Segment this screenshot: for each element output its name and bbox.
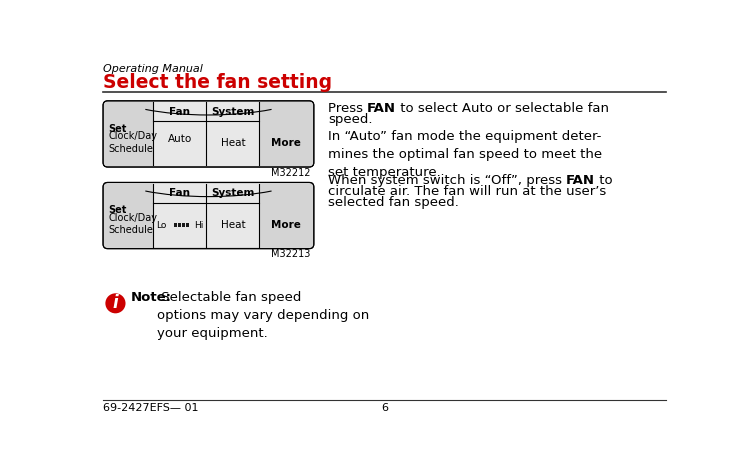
Text: Set: Set bbox=[109, 205, 127, 215]
Text: Fan: Fan bbox=[170, 189, 190, 198]
Circle shape bbox=[105, 293, 125, 314]
Text: selected fan speed.: selected fan speed. bbox=[328, 196, 459, 209]
Text: More: More bbox=[271, 139, 301, 148]
Text: to select Auto or selectable fan: to select Auto or selectable fan bbox=[396, 102, 609, 115]
FancyBboxPatch shape bbox=[103, 101, 314, 167]
Text: Selectable fan speed
options may vary depending on
your equipment.: Selectable fan speed options may vary de… bbox=[157, 291, 369, 340]
Text: System: System bbox=[211, 107, 254, 117]
Text: Heat: Heat bbox=[220, 139, 245, 148]
Text: i: i bbox=[112, 294, 118, 312]
Text: 69-2427EFS— 01: 69-2427EFS— 01 bbox=[103, 402, 199, 413]
Text: FAN: FAN bbox=[367, 102, 396, 115]
Bar bbox=[178, 223, 181, 227]
Text: Hi: Hi bbox=[194, 220, 203, 229]
Text: Fan: Fan bbox=[170, 107, 190, 117]
Text: Operating Manual: Operating Manual bbox=[103, 64, 203, 74]
Bar bbox=[186, 223, 188, 227]
Text: Clock/Day
Schedule: Clock/Day Schedule bbox=[109, 132, 158, 154]
FancyBboxPatch shape bbox=[103, 183, 314, 249]
Text: When system switch is “Off”, press: When system switch is “Off”, press bbox=[328, 174, 566, 187]
Text: System: System bbox=[211, 189, 254, 198]
Text: Note:: Note: bbox=[131, 291, 172, 304]
Text: Heat: Heat bbox=[220, 220, 245, 230]
Text: 6: 6 bbox=[381, 402, 388, 413]
Text: M32213: M32213 bbox=[272, 249, 310, 259]
Text: FAN: FAN bbox=[566, 174, 595, 187]
Bar bbox=[154, 102, 260, 166]
Bar bbox=[182, 223, 184, 227]
Text: circulate air. The fan will run at the user’s: circulate air. The fan will run at the u… bbox=[328, 185, 606, 198]
Text: Auto: Auto bbox=[168, 134, 192, 144]
Text: In “Auto” fan mode the equipment deter-
mines the optimal fan speed to meet the
: In “Auto” fan mode the equipment deter- … bbox=[328, 130, 602, 179]
Text: M32212: M32212 bbox=[272, 168, 310, 178]
Text: Clock/Day
Schedule: Clock/Day Schedule bbox=[109, 213, 158, 235]
Text: Lo: Lo bbox=[157, 220, 167, 229]
Text: Press: Press bbox=[328, 102, 367, 115]
Text: speed.: speed. bbox=[328, 113, 372, 126]
Bar bbox=[174, 223, 177, 227]
Text: More: More bbox=[271, 220, 301, 230]
Text: Set: Set bbox=[109, 124, 127, 133]
Text: to: to bbox=[595, 174, 613, 187]
Bar bbox=[154, 184, 260, 247]
Text: Select the fan setting: Select the fan setting bbox=[103, 73, 332, 92]
